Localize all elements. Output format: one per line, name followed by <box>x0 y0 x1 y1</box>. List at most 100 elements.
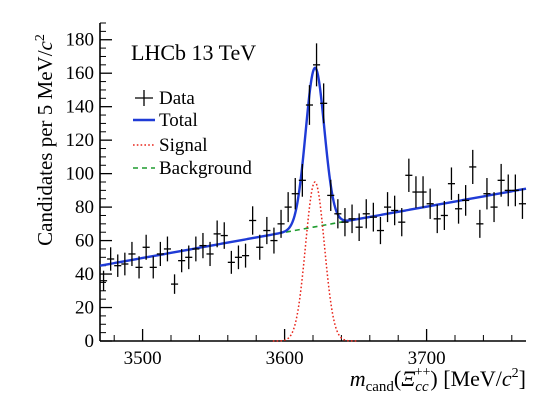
data-point <box>398 208 406 237</box>
data-point <box>185 245 193 270</box>
y-tick-label: 160 <box>66 63 95 84</box>
data-point <box>391 195 399 226</box>
data-point <box>135 256 143 279</box>
data-point <box>305 85 313 125</box>
data-point <box>369 202 377 232</box>
y-tick-label: 0 <box>85 331 95 352</box>
legend-label-background: Background <box>159 158 252 179</box>
data-point <box>327 179 335 212</box>
data-point <box>412 176 420 208</box>
x-axis-title-particle-sub: cc <box>415 379 429 395</box>
x-axis-title-unit-close: ] <box>519 366 526 391</box>
y-tick-label: 100 <box>66 164 95 185</box>
x-axis-title-m: m <box>350 366 366 391</box>
x-tick-label: 3700 <box>408 348 446 369</box>
data-point <box>242 243 250 268</box>
legend-item-data: Data <box>135 88 195 109</box>
data-point <box>178 249 186 273</box>
data-point <box>341 208 349 237</box>
x-tick-label: 3500 <box>124 348 162 369</box>
data-points <box>100 43 526 294</box>
data-point <box>405 158 413 192</box>
data-point <box>447 167 455 200</box>
y-tick-label: 140 <box>66 97 95 118</box>
data-point <box>320 83 328 124</box>
data-point <box>284 192 292 223</box>
data-point <box>149 256 157 279</box>
data-point <box>199 232 207 259</box>
data-point <box>419 176 427 208</box>
data-point <box>206 241 214 267</box>
legend-item-signal: Signal <box>133 135 208 156</box>
data-point <box>156 241 164 267</box>
y-axis-title-c: c <box>33 40 57 50</box>
data-point <box>433 204 441 234</box>
data-point <box>270 227 278 254</box>
y-tick-label: 40 <box>75 264 94 285</box>
y-axis-title-text: Candidates per 5 MeV/ <box>33 50 57 246</box>
data-point <box>171 274 179 294</box>
signal-curve <box>272 181 357 342</box>
x-axis-title-unit: [MeV/ <box>438 366 503 391</box>
data-point <box>384 192 392 223</box>
data-point <box>128 241 136 267</box>
data-point <box>100 270 108 291</box>
y-axis-title: Candidates per 5 MeV/c2 <box>33 34 57 246</box>
data-point <box>511 174 519 207</box>
data-point <box>426 188 434 219</box>
x-axis-title-open: ( <box>394 366 401 391</box>
data-point <box>256 234 264 260</box>
data-point <box>355 213 363 241</box>
y-tick-label: 120 <box>66 130 95 151</box>
x-tick-label: 3600 <box>266 348 304 369</box>
x-axis-title-unit-c: c <box>502 366 512 391</box>
data-point <box>334 199 342 229</box>
y-tick-label: 180 <box>66 30 95 51</box>
data-point <box>234 245 242 270</box>
data-point <box>163 236 171 262</box>
legend-label-signal: Signal <box>159 135 208 156</box>
data-point <box>497 163 505 197</box>
data-point <box>440 200 448 230</box>
y-tick-label: 60 <box>75 231 94 252</box>
y-axis-title-sup: 2 <box>33 34 48 41</box>
x-axis-title-particle-sup: ++ <box>415 365 431 380</box>
x-axis-title: mcand(Ξcc++) [MeV/c2] <box>350 365 526 395</box>
legend-item-background: Background <box>133 158 252 179</box>
total-curve <box>99 66 527 267</box>
data-point <box>263 216 271 245</box>
x-axis-title-particle: Ξ <box>401 366 415 391</box>
data-point <box>376 216 384 245</box>
data-point <box>490 192 498 223</box>
data-point <box>192 236 200 262</box>
experiment-label: LHCb 13 TeV <box>131 40 256 65</box>
data-point <box>107 247 115 271</box>
data-point <box>469 149 477 185</box>
data-point <box>298 163 306 197</box>
data-point <box>518 188 526 219</box>
data-point <box>362 199 370 229</box>
data-point <box>455 193 463 224</box>
data-point <box>227 250 235 274</box>
y-tick-label: 20 <box>75 298 94 319</box>
data-point <box>249 206 257 235</box>
data-point <box>114 254 122 277</box>
data-point <box>220 222 228 249</box>
data-point <box>213 220 221 248</box>
legend-label-data: Data <box>159 88 195 109</box>
y-axis-ticks: 0 20 40 60 80 100 120 140 160 180 <box>66 22 112 352</box>
legend-label-total: Total <box>159 110 198 131</box>
y-tick-label: 80 <box>75 197 94 218</box>
x-axis-ticks: 3500 3600 3700 <box>113 329 513 369</box>
x-axis-title-sub: cand <box>366 379 395 395</box>
data-point <box>462 185 470 216</box>
data-point <box>142 234 150 260</box>
data-point <box>504 174 512 207</box>
data-point <box>348 204 356 234</box>
x-axis-title-unit-sup: 2 <box>512 366 519 381</box>
data-point <box>291 178 299 210</box>
legend: Data Total Signal Background <box>133 88 252 179</box>
x-axis-title-close: ) <box>430 366 437 391</box>
data-point <box>121 252 129 276</box>
